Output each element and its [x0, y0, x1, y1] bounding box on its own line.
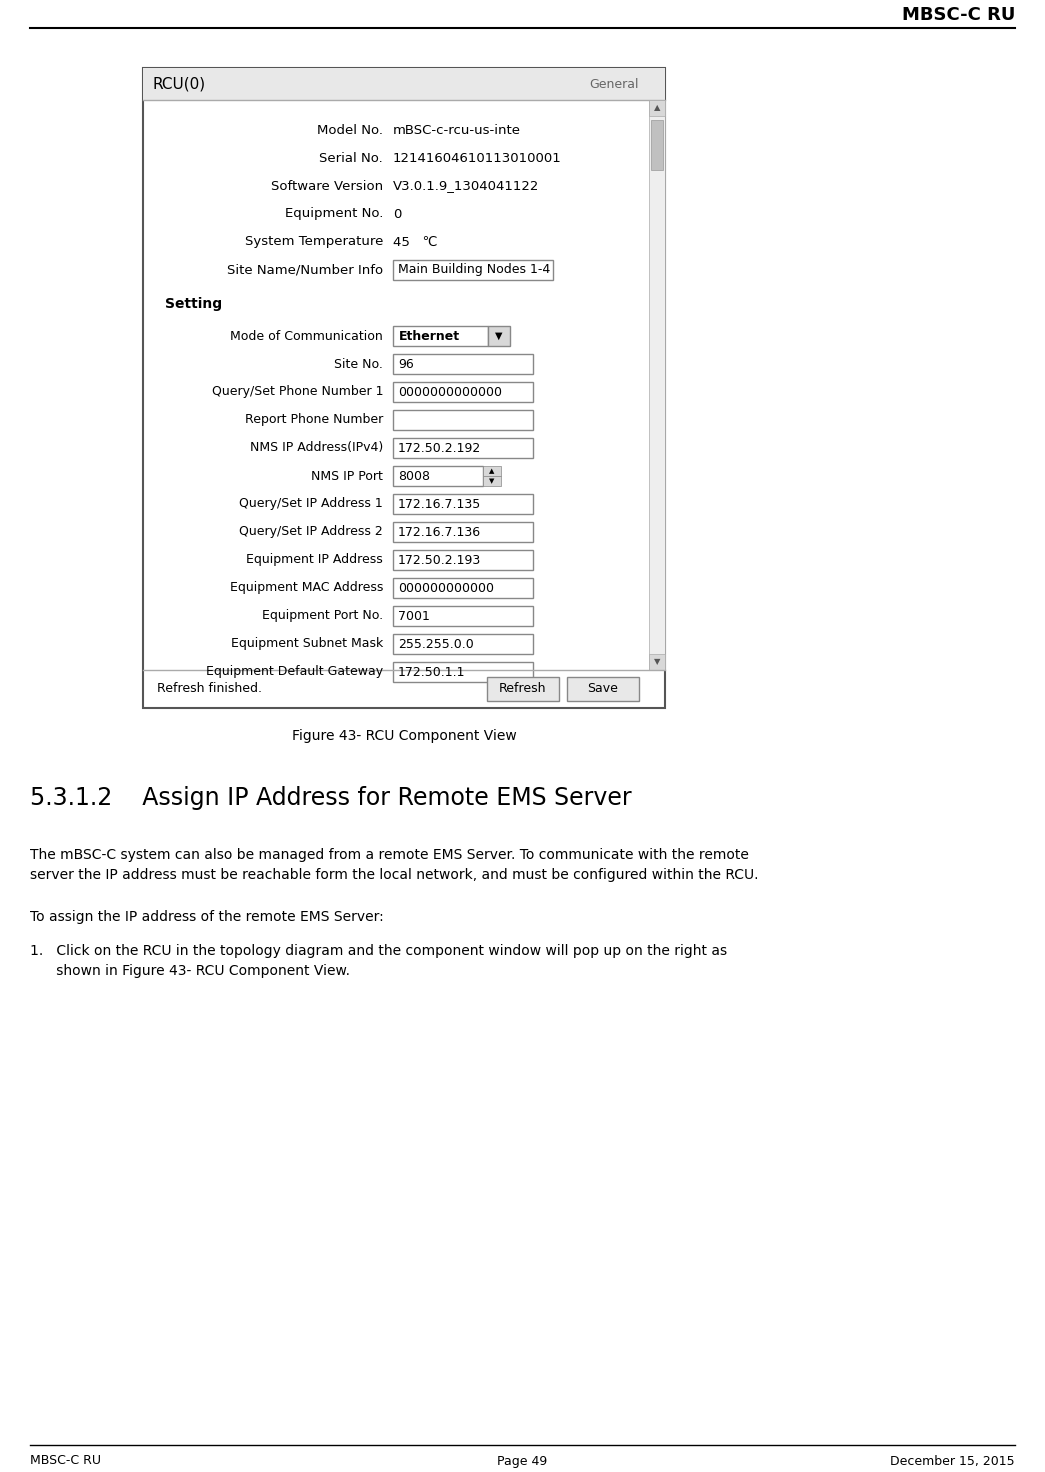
Text: Site Name/Number Info: Site Name/Number Info — [227, 263, 384, 277]
Text: Mode of Communication: Mode of Communication — [230, 330, 384, 343]
Text: 8008: 8008 — [398, 470, 429, 483]
Text: Equipment Subnet Mask: Equipment Subnet Mask — [231, 637, 384, 651]
Text: NMS IP Port: NMS IP Port — [311, 470, 384, 483]
Text: ▲: ▲ — [654, 103, 660, 112]
Text: 000000000000: 000000000000 — [398, 581, 494, 595]
Bar — [488, 325, 510, 346]
Bar — [393, 467, 483, 486]
Bar — [393, 383, 533, 402]
Bar — [143, 68, 665, 100]
Text: ▲: ▲ — [489, 468, 494, 474]
Text: 172.50.2.193: 172.50.2.193 — [398, 553, 482, 567]
Text: ▼: ▼ — [495, 331, 503, 342]
Text: Query/Set Phone Number 1: Query/Set Phone Number 1 — [211, 386, 384, 399]
Bar — [393, 606, 533, 626]
Text: December 15, 2015: December 15, 2015 — [890, 1454, 1015, 1468]
Text: Setting: Setting — [165, 297, 223, 311]
Text: Figure 43- RCU Component View: Figure 43- RCU Component View — [292, 729, 516, 743]
Text: 5.3.1.2    Assign IP Address for Remote EMS Server: 5.3.1.2 Assign IP Address for Remote EMS… — [30, 786, 631, 810]
Text: Equipment Port No.: Equipment Port No. — [262, 609, 384, 623]
Text: shown in Figure 43- RCU Component View.: shown in Figure 43- RCU Component View. — [30, 964, 350, 977]
Text: mBSC-c-rcu-us-inte: mBSC-c-rcu-us-inte — [393, 124, 521, 137]
Bar — [483, 475, 501, 486]
Bar — [143, 68, 665, 708]
Bar — [651, 121, 663, 169]
Bar — [393, 261, 553, 280]
Text: 172.16.7.135: 172.16.7.135 — [398, 498, 482, 511]
Text: 7001: 7001 — [398, 609, 429, 623]
Bar — [393, 495, 533, 514]
Text: Query/Set IP Address 1: Query/Set IP Address 1 — [239, 498, 384, 511]
Text: Equipment No.: Equipment No. — [284, 208, 384, 221]
Bar — [393, 551, 533, 570]
Bar — [393, 662, 533, 682]
Text: 12141604610113010001: 12141604610113010001 — [393, 152, 562, 165]
Bar — [483, 467, 501, 475]
Bar — [567, 677, 638, 701]
Text: Report Phone Number: Report Phone Number — [245, 414, 384, 427]
Bar — [393, 578, 533, 598]
Text: Software Version: Software Version — [271, 180, 384, 193]
Text: 255.255.0.0: 255.255.0.0 — [398, 637, 473, 651]
Text: RCU(0): RCU(0) — [153, 77, 206, 91]
Bar — [393, 411, 533, 430]
Text: 1.   Click on the RCU in the topology diagram and the component window will pop : 1. Click on the RCU in the topology diag… — [30, 944, 727, 958]
Bar — [393, 325, 488, 346]
Text: ▼: ▼ — [654, 658, 660, 667]
Text: 45   ℃: 45 ℃ — [393, 236, 438, 249]
Text: server the IP address must be reachable form the local network, and must be conf: server the IP address must be reachable … — [30, 868, 759, 882]
Text: Main Building Nodes 1-4: Main Building Nodes 1-4 — [398, 263, 551, 277]
Bar — [487, 677, 559, 701]
Text: Model No.: Model No. — [317, 124, 384, 137]
Bar — [649, 654, 665, 670]
Text: Save: Save — [587, 683, 619, 695]
Text: MBSC-C RU: MBSC-C RU — [902, 6, 1015, 24]
Text: 172.16.7.136: 172.16.7.136 — [398, 526, 481, 539]
Text: Refresh: Refresh — [500, 683, 547, 695]
Text: Page 49: Page 49 — [496, 1454, 548, 1468]
Bar — [393, 523, 533, 542]
Text: Equipment Default Gateway: Equipment Default Gateway — [206, 665, 384, 679]
Text: System Temperature: System Temperature — [245, 236, 384, 249]
Bar — [649, 100, 665, 116]
Text: 96: 96 — [398, 358, 414, 371]
Text: V3.0.1.9_1304041122: V3.0.1.9_1304041122 — [393, 180, 539, 193]
Text: Equipment MAC Address: Equipment MAC Address — [230, 581, 384, 595]
Text: 172.50.1.1: 172.50.1.1 — [398, 665, 465, 679]
Text: General: General — [589, 78, 638, 90]
Text: Ethernet: Ethernet — [399, 330, 460, 343]
Text: 0: 0 — [393, 208, 401, 221]
Text: To assign the IP address of the remote EMS Server:: To assign the IP address of the remote E… — [30, 910, 384, 924]
Text: 0000000000000: 0000000000000 — [398, 386, 502, 399]
Text: Site No.: Site No. — [334, 358, 384, 371]
Bar — [393, 353, 533, 374]
Bar — [393, 439, 533, 458]
Text: MBSC-C RU: MBSC-C RU — [30, 1454, 101, 1468]
Text: Query/Set IP Address 2: Query/Set IP Address 2 — [239, 526, 384, 539]
Bar — [393, 634, 533, 654]
Text: The mBSC-C system can also be managed from a remote EMS Server. To communicate w: The mBSC-C system can also be managed fr… — [30, 848, 749, 863]
Text: NMS IP Address(IPv4): NMS IP Address(IPv4) — [250, 442, 384, 455]
Text: 172.50.2.192: 172.50.2.192 — [398, 442, 482, 455]
Text: Refresh finished.: Refresh finished. — [157, 683, 262, 695]
Text: Equipment IP Address: Equipment IP Address — [247, 553, 384, 567]
Bar — [649, 100, 665, 670]
Text: ▼: ▼ — [489, 478, 494, 484]
Text: Serial No.: Serial No. — [320, 152, 384, 165]
